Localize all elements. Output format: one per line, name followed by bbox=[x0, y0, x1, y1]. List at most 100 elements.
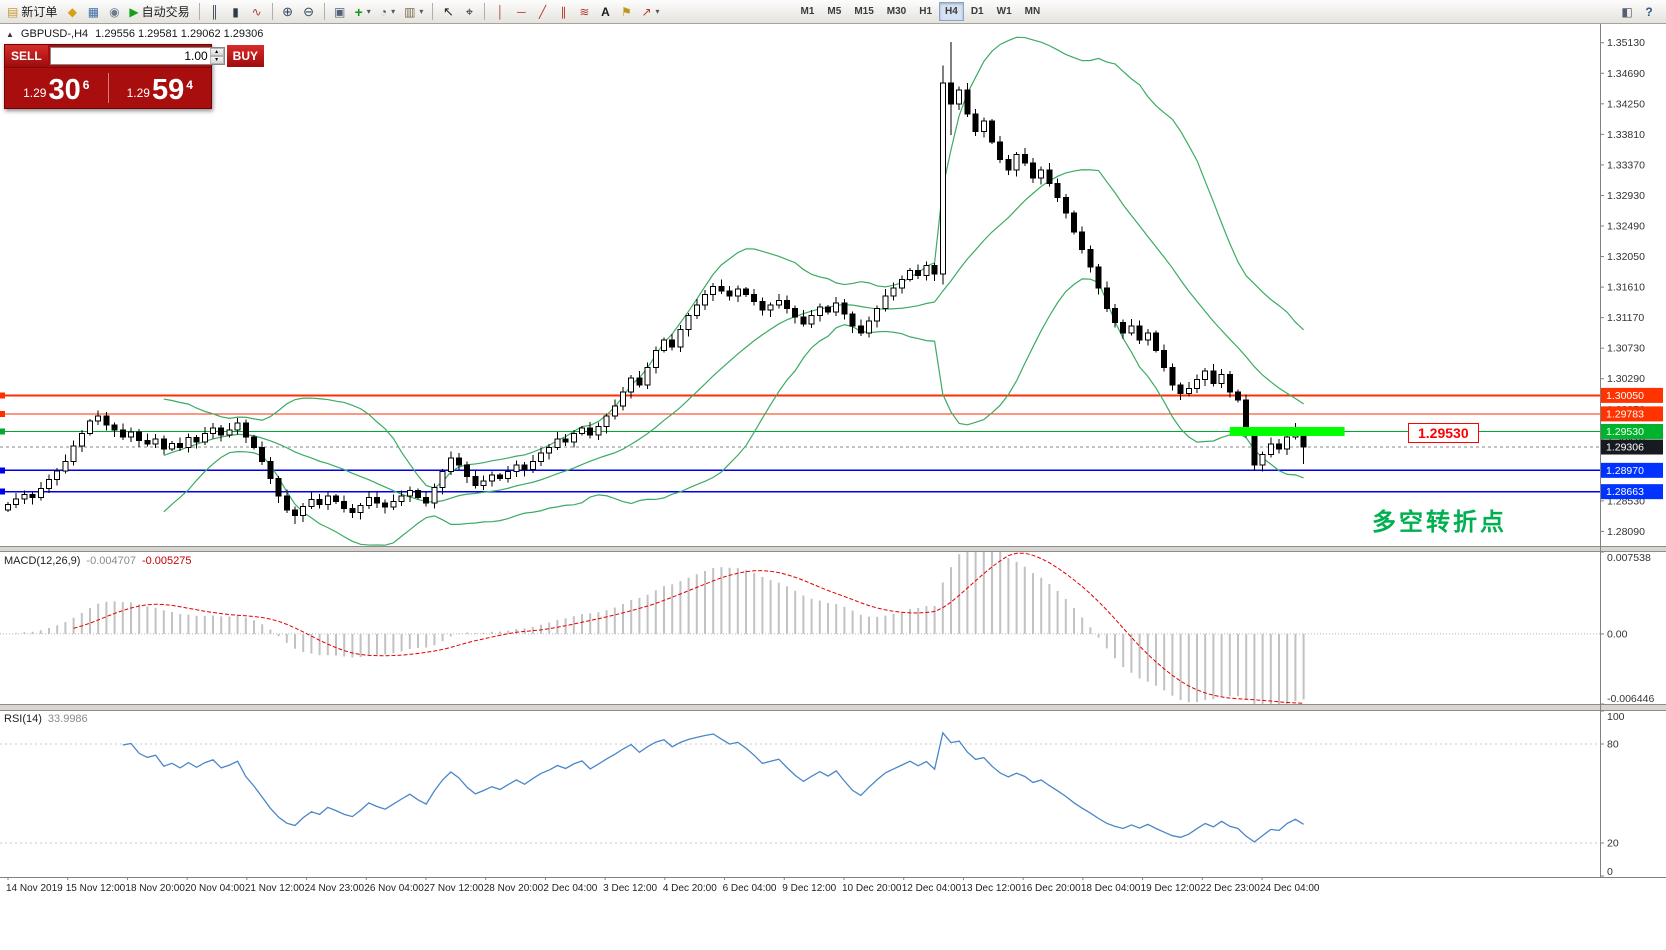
svg-text:100: 100 bbox=[1607, 711, 1625, 723]
svg-text:1.29783: 1.29783 bbox=[1606, 408, 1644, 420]
tf-m5[interactable]: M5 bbox=[821, 2, 847, 21]
tf-m15[interactable]: M15 bbox=[848, 2, 879, 21]
data-window-button[interactable]: ◉ bbox=[104, 2, 124, 22]
chart-title: ▲ GBPUSD-,H4 1.29556 1.29581 1.29062 1.2… bbox=[6, 28, 263, 40]
indicators-button[interactable]: + ▾ bbox=[351, 2, 375, 22]
candlestick-chart-button[interactable]: ▮ bbox=[226, 2, 246, 22]
main-toolbar: ▤ 新订单 ◆ ▦ ◉ ▶ 自动交易 ║ ▮ ∿ ⊕ ⊖ ▣ + ▾ ◔ ▾ ▥ ▾ … bbox=[0, 0, 1666, 24]
dropdown-arrow-icon: ▾ bbox=[366, 7, 371, 16]
market-watch-button[interactable]: ▦ bbox=[83, 2, 103, 22]
volume-increase-button[interactable]: ▴ bbox=[209, 48, 224, 56]
svg-text:26 Nov 04:00: 26 Nov 04:00 bbox=[364, 883, 424, 894]
tf-d1[interactable]: D1 bbox=[965, 2, 990, 21]
svg-text:1.28663: 1.28663 bbox=[1606, 486, 1644, 498]
tf-w1[interactable]: W1 bbox=[991, 2, 1018, 21]
cursor-button[interactable]: ↖ bbox=[438, 2, 458, 22]
panel-toggle-icon[interactable]: ▲ bbox=[6, 29, 14, 39]
new-order-button[interactable]: ▤ 新订单 bbox=[3, 2, 61, 22]
channel-icon: ∥ bbox=[560, 4, 567, 19]
chart-wizard-button[interactable]: ◆ bbox=[62, 2, 82, 22]
fibonacci-button[interactable]: ≋ bbox=[574, 2, 594, 22]
line-chart-button[interactable]: ∿ bbox=[247, 2, 267, 22]
tile-windows-button[interactable]: ▣ bbox=[330, 2, 350, 22]
templates-button[interactable]: ▥ ▾ bbox=[400, 2, 427, 22]
svg-text:0.00: 0.00 bbox=[1607, 628, 1628, 640]
volume-input[interactable] bbox=[50, 48, 210, 64]
autotrading-button[interactable]: ▶ 自动交易 bbox=[125, 2, 193, 22]
tf-m30[interactable]: M30 bbox=[881, 2, 912, 21]
cursor-icon: ↖ bbox=[442, 4, 454, 19]
market-watch-icon: ▦ bbox=[87, 4, 100, 19]
zoom-in-button[interactable]: ⊕ bbox=[278, 2, 298, 22]
svg-text:13 Dec 12:00: 13 Dec 12:00 bbox=[961, 883, 1021, 894]
dropdown-arrow-icon: ▾ bbox=[655, 7, 660, 16]
trendline-button[interactable]: ╱ bbox=[532, 2, 552, 22]
templates-icon: ▥ bbox=[404, 4, 416, 19]
zoom-out-button[interactable]: ⊖ bbox=[299, 2, 319, 22]
rsi-indicator-label: RSI(14) 33.9986 bbox=[4, 713, 88, 725]
tf-h1[interactable]: H1 bbox=[913, 2, 938, 21]
zoom-out-icon: ⊖ bbox=[303, 4, 315, 19]
macd-indicator-label: MACD(12,26,9) -0.004707 -0.005275 bbox=[4, 555, 192, 567]
macd-main-value: -0.004707 bbox=[86, 555, 136, 567]
help-button[interactable]: ? bbox=[1639, 2, 1659, 22]
dropdown-arrow-icon: ▾ bbox=[419, 7, 424, 16]
svg-text:28 Nov 20:00: 28 Nov 20:00 bbox=[484, 883, 544, 894]
docking-icon: ◧ bbox=[1621, 4, 1633, 19]
svg-text:6 Dec 04:00: 6 Dec 04:00 bbox=[723, 883, 777, 894]
new-order-icon: ▤ bbox=[7, 4, 19, 19]
svg-text:1.34690: 1.34690 bbox=[1607, 68, 1645, 80]
horizontal-line-button[interactable]: ─ bbox=[511, 2, 531, 22]
toolbar-separator bbox=[271, 3, 273, 20]
data-window-icon: ◉ bbox=[109, 4, 120, 19]
svg-text:1.34250: 1.34250 bbox=[1607, 98, 1645, 110]
docking-button[interactable]: ◧ bbox=[1617, 2, 1637, 22]
svg-text:2 Dec 04:00: 2 Dec 04:00 bbox=[543, 883, 597, 894]
autotrading-label: 自动交易 bbox=[141, 5, 190, 19]
svg-text:15 Nov 12:00: 15 Nov 12:00 bbox=[66, 883, 126, 894]
toolbar-separator bbox=[484, 3, 486, 20]
svg-text:1.28970: 1.28970 bbox=[1606, 465, 1644, 477]
toolbar-separator bbox=[432, 3, 434, 20]
text-icon: A bbox=[601, 4, 610, 19]
crosshair-button[interactable]: ⌖ bbox=[459, 2, 479, 22]
buy-button[interactable]: BUY bbox=[226, 45, 265, 67]
svg-text:1.32490: 1.32490 bbox=[1607, 220, 1645, 232]
chart-wizard-icon: ◆ bbox=[67, 4, 77, 19]
text-button[interactable]: A bbox=[595, 2, 615, 22]
svg-text:22 Dec 23:00: 22 Dec 23:00 bbox=[1200, 883, 1260, 894]
vertical-line-button[interactable]: │ bbox=[490, 2, 510, 22]
arrows-button[interactable]: ↗ ▾ bbox=[637, 2, 663, 22]
svg-text:24 Dec 04:00: 24 Dec 04:00 bbox=[1260, 883, 1320, 894]
bar-chart-button[interactable]: ║ bbox=[205, 2, 225, 22]
svg-text:21 Nov 12:00: 21 Nov 12:00 bbox=[245, 883, 305, 894]
buy-price-button[interactable]: 1.29 59 4 bbox=[109, 68, 212, 108]
crosshair-icon: ⌖ bbox=[465, 4, 474, 19]
svg-text:1.35130: 1.35130 bbox=[1607, 37, 1645, 49]
channel-button[interactable]: ∥ bbox=[553, 2, 573, 22]
sell-button[interactable]: SELL bbox=[5, 45, 48, 67]
tf-mn[interactable]: MN bbox=[1019, 2, 1047, 21]
price-callout[interactable]: 1.29530 bbox=[1408, 423, 1479, 443]
toolbar-separator bbox=[323, 3, 325, 20]
svg-text:1.29306: 1.29306 bbox=[1606, 442, 1644, 454]
svg-text:1.28090: 1.28090 bbox=[1607, 526, 1645, 538]
horizontal-line-icon: ─ bbox=[517, 4, 526, 19]
sell-price-button[interactable]: 1.29 30 6 bbox=[5, 68, 108, 108]
tf-m1[interactable]: M1 bbox=[795, 2, 821, 21]
svg-text:24 Nov 23:00: 24 Nov 23:00 bbox=[305, 883, 365, 894]
svg-text:80: 80 bbox=[1607, 739, 1619, 751]
label-button[interactable]: ⚑ bbox=[616, 2, 636, 22]
periods-button[interactable]: ◔ ▾ bbox=[376, 2, 399, 22]
toolbar-separator bbox=[198, 3, 200, 20]
svg-text:14 Nov 2019: 14 Nov 2019 bbox=[6, 883, 63, 894]
ohlc-values: 1.29556 1.29581 1.29062 1.29306 bbox=[95, 28, 264, 40]
arrows-icon: ↗ bbox=[641, 4, 652, 19]
svg-text:4 Dec 20:00: 4 Dec 20:00 bbox=[663, 883, 717, 894]
volume-decrease-button[interactable]: ▾ bbox=[209, 56, 224, 64]
zoom-in-icon: ⊕ bbox=[282, 4, 294, 19]
fibonacci-icon: ≋ bbox=[579, 4, 590, 19]
annotation-text[interactable]: 多空转折点 bbox=[1372, 509, 1507, 536]
tf-h4[interactable]: H4 bbox=[939, 2, 964, 21]
